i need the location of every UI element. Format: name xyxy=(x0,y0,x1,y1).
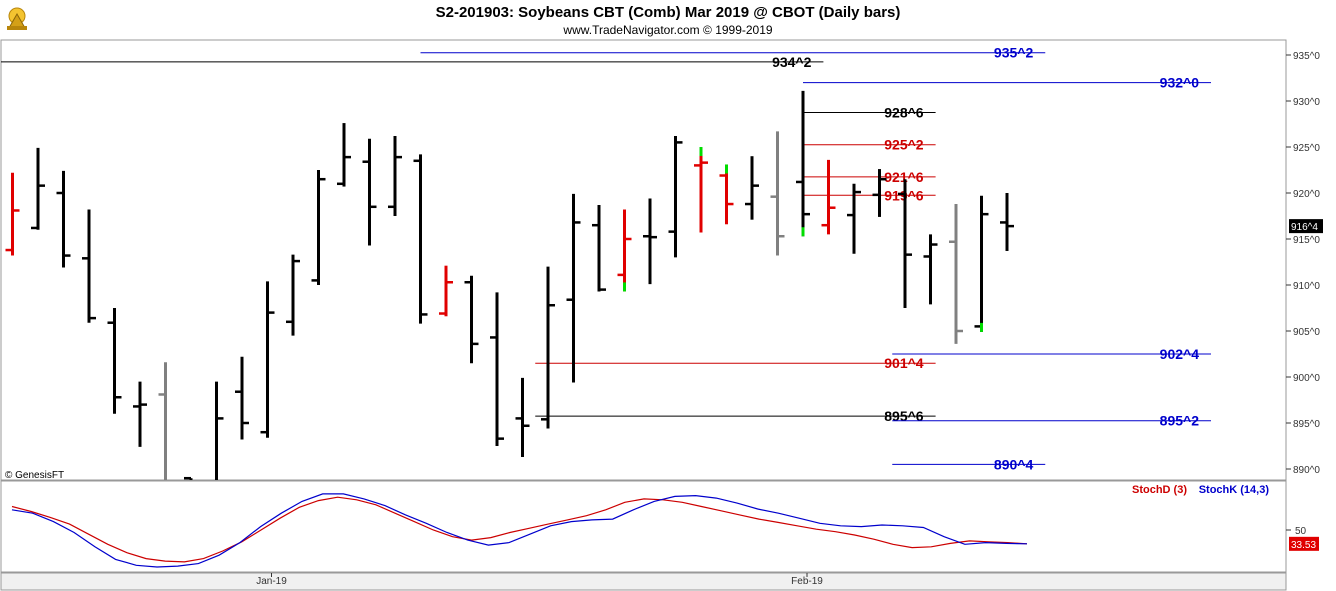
price-bar-7 xyxy=(184,476,193,480)
y-tick-label-1: 895^0 xyxy=(1293,419,1320,430)
y-tick-label-9: 935^0 xyxy=(1293,51,1320,62)
price-bar-10 xyxy=(260,281,275,438)
price-bar-26 xyxy=(668,135,683,258)
y-tick-label-6: 920^0 xyxy=(1293,189,1320,200)
price-bars xyxy=(5,90,1014,480)
level-label-2: 932^0 xyxy=(1160,75,1200,91)
price-bar-30 xyxy=(770,131,785,256)
stoch-tick-label-0: 50 xyxy=(1295,526,1307,537)
y-tick-label-3: 905^0 xyxy=(1293,327,1320,338)
price-bar-16 xyxy=(413,154,428,324)
price-bar-33 xyxy=(847,183,861,254)
logo-icon xyxy=(7,7,27,30)
price-bar-22 xyxy=(566,193,581,383)
price-bar-0 xyxy=(5,172,20,256)
price-bar-34 xyxy=(872,169,887,217)
price-bar-8 xyxy=(215,381,224,480)
price-bar-18 xyxy=(464,275,479,364)
level-label-9: 895^6 xyxy=(884,408,924,424)
price-bar-19 xyxy=(490,292,504,446)
stoch-legend: StochD (3) StochK (14,3) xyxy=(1132,484,1269,496)
x-tick-label-1: Feb-19 xyxy=(791,576,823,587)
price-bar-13 xyxy=(337,123,351,187)
price-bar-11 xyxy=(286,254,300,336)
x-axis-band xyxy=(0,572,1287,591)
price-bar-1 xyxy=(31,147,45,230)
y-tick-label-5: 915^0 xyxy=(1293,235,1320,246)
price-bar-27 xyxy=(694,147,708,233)
price-bar-24 xyxy=(617,209,632,292)
chart-title: S2-201903: Soybeans CBT (Comb) Mar 2019 … xyxy=(436,4,901,21)
x-tick-label-0: Jan-19 xyxy=(256,576,287,587)
y-tick-label-2: 900^0 xyxy=(1293,373,1320,384)
price-bar-15 xyxy=(388,135,402,216)
y-tick-label-4: 910^0 xyxy=(1293,281,1320,292)
price-bar-29 xyxy=(745,156,759,220)
price-bar-36 xyxy=(923,234,938,305)
stoch-series-0 xyxy=(11,496,1028,563)
level-label-0: 935^2 xyxy=(994,45,1034,61)
price-bar-32 xyxy=(821,159,836,235)
price-bar-23 xyxy=(592,204,606,292)
price-bar-2 xyxy=(56,170,71,268)
price-y-axis: 890^0 895^0 900^0 905^0 910^0 915^0 920^0 925^0… xyxy=(1286,51,1323,476)
price-bar-25 xyxy=(643,198,657,285)
price-bar-5 xyxy=(133,381,147,447)
copyright-label: © GenesisFT xyxy=(5,470,64,481)
y-tick-label-7: 925^0 xyxy=(1293,143,1320,154)
chart-subtitle: www.TradeNavigator.com © 1999-2019 xyxy=(562,23,772,37)
price-bar-17 xyxy=(439,265,453,317)
price-bar-20 xyxy=(515,377,530,458)
level-label-10: 895^2 xyxy=(1160,413,1200,429)
price-bar-3 xyxy=(82,209,96,323)
level-lines: 935^2934^2932^0928^6925^2921^6919^6902^4… xyxy=(1,45,1211,472)
last-price-label: 916^4 xyxy=(1291,222,1318,233)
level-label-3: 928^6 xyxy=(884,105,924,121)
level-label-8: 901^4 xyxy=(884,355,924,371)
price-bar-35 xyxy=(898,179,912,308)
price-bar-37 xyxy=(949,204,963,344)
stoch-panel xyxy=(0,480,1287,573)
last-price-tag xyxy=(1289,219,1323,234)
level-label-5: 921^6 xyxy=(884,169,924,185)
price-bar-39 xyxy=(1000,193,1014,251)
price-bar-9 xyxy=(235,356,249,440)
price-bar-14 xyxy=(362,138,377,246)
stoch-last-label: 33.53 xyxy=(1291,540,1316,551)
y-tick-label-8: 930^0 xyxy=(1293,97,1320,108)
stoch-y-axis: 50 33.53 xyxy=(1286,526,1319,551)
legend-stochd: StochD (3) xyxy=(1132,484,1187,496)
stoch-lines xyxy=(11,493,1028,568)
header: S2-201903: Soybeans CBT (Comb) Mar 2019 … xyxy=(7,4,900,37)
price-bar-4 xyxy=(107,308,122,414)
price-bar-6 xyxy=(158,362,167,480)
x-axis: Jan-19 Feb-19 xyxy=(256,573,823,587)
price-bar-31 xyxy=(796,90,810,237)
stoch-series-1 xyxy=(11,493,1028,568)
price-bar-12 xyxy=(311,170,326,285)
level-label-7: 902^4 xyxy=(1160,346,1200,362)
y-tick-label-0: 890^0 xyxy=(1293,465,1320,476)
level-label-4: 925^2 xyxy=(884,137,924,153)
price-bar-21 xyxy=(541,266,555,429)
level-label-11: 890^4 xyxy=(994,456,1034,472)
price-bar-38 xyxy=(974,195,989,332)
price-bar-28 xyxy=(719,164,734,225)
level-label-1: 934^2 xyxy=(772,54,812,70)
price-panel xyxy=(0,39,1287,481)
stoch-last-tag xyxy=(1289,536,1319,551)
legend-stochk: StochK (14,3) xyxy=(1199,484,1270,496)
